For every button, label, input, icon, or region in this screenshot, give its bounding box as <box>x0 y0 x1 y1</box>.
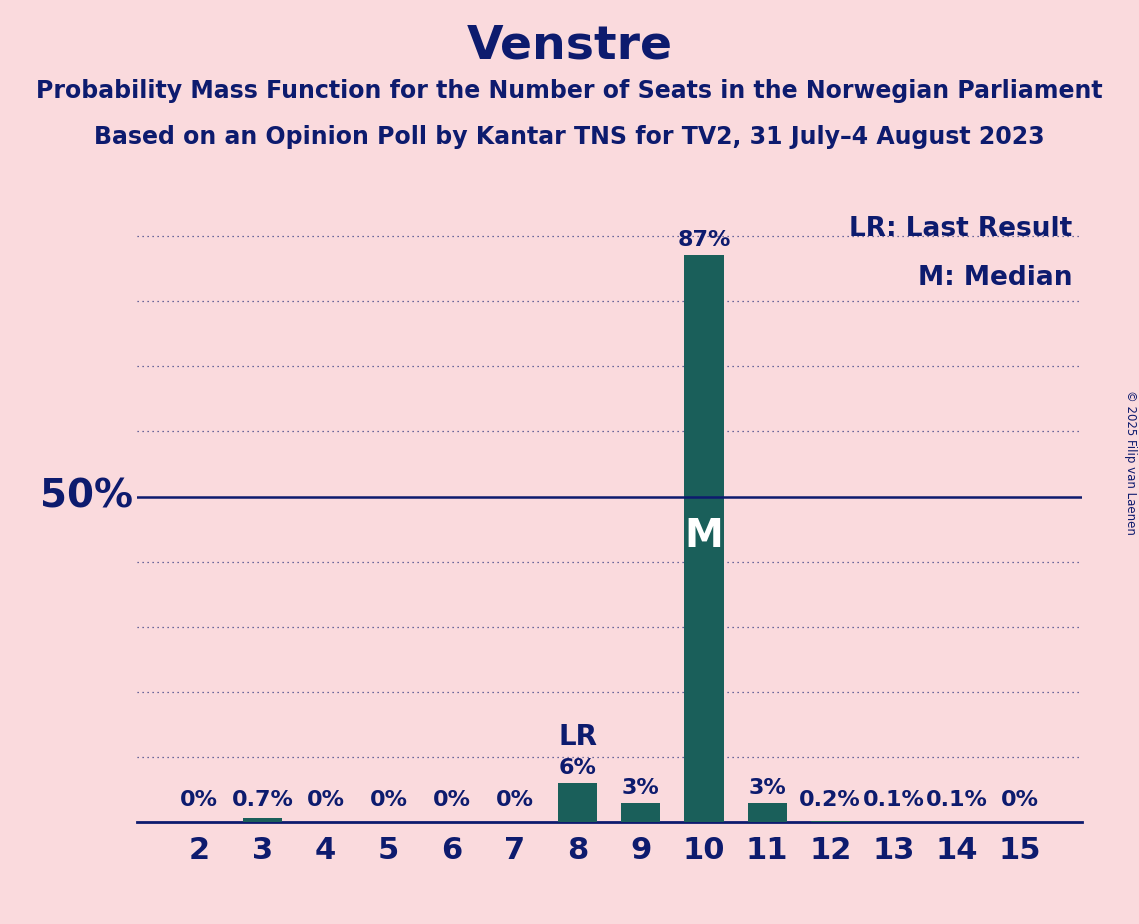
Text: © 2025 Filip van Laenen: © 2025 Filip van Laenen <box>1124 390 1137 534</box>
Text: M: Median: M: Median <box>918 265 1073 291</box>
Text: 0%: 0% <box>306 790 344 810</box>
Text: 0%: 0% <box>180 790 219 810</box>
Text: 0.2%: 0.2% <box>800 790 861 810</box>
Text: LR: LR <box>558 723 597 750</box>
Text: 0%: 0% <box>1000 790 1039 810</box>
Bar <box>622 803 661 822</box>
Text: Venstre: Venstre <box>467 23 672 68</box>
Text: 0.1%: 0.1% <box>926 790 988 810</box>
Text: 50%: 50% <box>40 478 133 516</box>
Text: 0%: 0% <box>433 790 470 810</box>
Text: M: M <box>685 517 723 554</box>
Text: 0.1%: 0.1% <box>862 790 924 810</box>
Text: 87%: 87% <box>678 230 731 250</box>
Bar <box>243 818 281 822</box>
Bar <box>811 821 850 822</box>
Text: 3%: 3% <box>748 778 786 797</box>
Text: Probability Mass Function for the Number of Seats in the Norwegian Parliament: Probability Mass Function for the Number… <box>36 79 1103 103</box>
Text: 3%: 3% <box>622 778 659 797</box>
Text: Based on an Opinion Poll by Kantar TNS for TV2, 31 July–4 August 2023: Based on an Opinion Poll by Kantar TNS f… <box>95 125 1044 149</box>
Text: LR: Last Result: LR: Last Result <box>850 215 1073 242</box>
Text: 0%: 0% <box>369 790 408 810</box>
Text: 6%: 6% <box>559 758 597 778</box>
Bar <box>685 255 723 822</box>
Text: 0.7%: 0.7% <box>231 790 293 810</box>
Text: 0%: 0% <box>495 790 534 810</box>
Bar <box>747 803 787 822</box>
Bar <box>558 784 597 822</box>
